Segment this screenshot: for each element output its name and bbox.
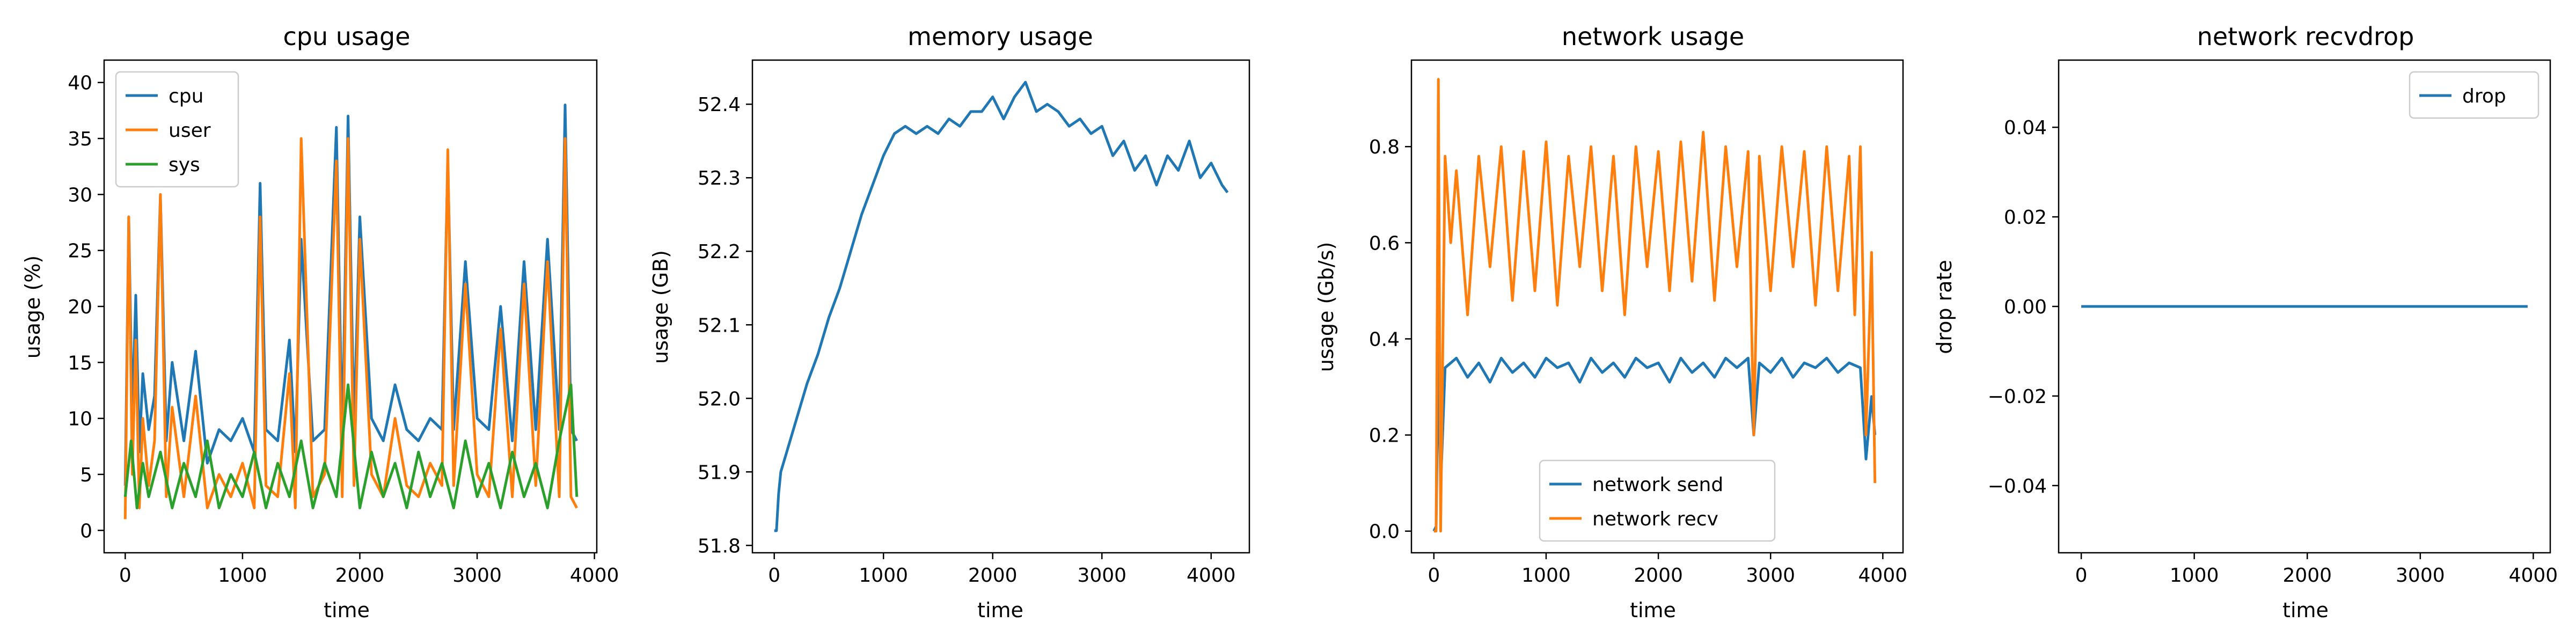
y-tick-label: 52.4 xyxy=(698,94,741,116)
x-axis-label: time xyxy=(977,598,1023,622)
y-axis-label: usage (%) xyxy=(21,255,45,359)
y-tick-label: 10 xyxy=(68,408,92,430)
y-tick-label: 0.02 xyxy=(2004,207,2047,229)
x-tick-label: 0 xyxy=(2075,565,2088,587)
legend-box xyxy=(1539,459,1776,542)
y-tick-label: 15 xyxy=(68,352,92,374)
legend: drop xyxy=(2409,71,2540,119)
x-tick-label: 3000 xyxy=(452,565,502,587)
y-tick-label: −0.04 xyxy=(1988,475,2047,497)
y-tick-label: 25 xyxy=(68,240,92,262)
chart-network-usage: network usage time usage (Gb/s) 0 1000 200… xyxy=(1314,22,1907,622)
y-tick-label: 52.0 xyxy=(698,388,741,410)
legend-label: drop xyxy=(2462,85,2506,107)
x-tick-label: 1000 xyxy=(859,565,908,587)
series-line-user xyxy=(123,137,579,519)
series-line-usage xyxy=(774,80,1229,532)
x-tick-label: 2000 xyxy=(335,565,385,587)
axes-frame xyxy=(1410,59,1904,554)
plot-area: 0 1000 2000 3000 4000 51.8 51.9 52.0 52.1 52.2 52.… xyxy=(698,59,1250,587)
x-tick-label: 4000 xyxy=(570,565,619,587)
plot-area: 0 1000 2000 3000 4000 −0.04 −0.02 0.00 0.02 0.04 d… xyxy=(1988,59,2558,587)
plot-area: 0 1000 2000 3000 4000 0.0 0.2 0.4 0.6 0.8 network … xyxy=(1369,59,1908,587)
chart-memory-usage: memory usage time usage (GB) 0 1000 2000 30… xyxy=(649,22,1250,622)
y-tick-label: 20 xyxy=(68,296,92,318)
x-tick-label: 2000 xyxy=(1634,565,1683,587)
x-tick-label: 3000 xyxy=(2396,565,2445,587)
y-axis-label: usage (Gb/s) xyxy=(1314,242,1338,372)
chart-title: network recvdrop xyxy=(2197,22,2414,51)
y-tick-label: 0.6 xyxy=(1369,232,1400,254)
x-tick-label: 4000 xyxy=(2509,565,2558,587)
legend-label: user xyxy=(169,120,211,142)
y-tick-label: 0.0 xyxy=(1369,521,1400,543)
legend-box xyxy=(2409,71,2540,119)
x-axis-label: time xyxy=(2282,598,2329,622)
legend-label: network recv xyxy=(1592,508,1718,530)
x-tick-label: 0 xyxy=(119,565,131,587)
x-tick-label: 3000 xyxy=(1746,565,1795,587)
x-tick-label: 1000 xyxy=(218,565,267,587)
x-tick-label: 4000 xyxy=(1187,565,1236,587)
y-tick-label: 0.8 xyxy=(1369,136,1400,158)
x-tick-label: 2000 xyxy=(2282,565,2332,587)
y-tick-label: 40 xyxy=(68,72,92,94)
series-line-network-send xyxy=(1432,352,1877,532)
y-tick-label: 0.4 xyxy=(1369,328,1400,350)
y-axis-label: usage (GB) xyxy=(649,250,672,364)
legend-label: cpu xyxy=(169,85,203,107)
y-tick-label: 30 xyxy=(68,184,92,206)
x-tick-label: 4000 xyxy=(1858,565,1908,587)
legend: network send network recv xyxy=(1539,459,1776,542)
x-tick-label: 0 xyxy=(1428,565,1440,587)
legend: cpu user sys xyxy=(115,71,239,188)
legend-box xyxy=(115,71,239,188)
series-line-sys xyxy=(123,383,579,509)
x-tick-label: 2000 xyxy=(968,565,1018,587)
y-tick-label: 0.00 xyxy=(2004,296,2047,318)
chart-title: network usage xyxy=(1562,22,1744,51)
y-tick-label: 5 xyxy=(80,464,92,486)
chart-cpu-usage: cpu usage time usage (%) 0 1000 2000 3000 40… xyxy=(21,22,619,622)
y-tick-label: 35 xyxy=(68,128,92,150)
y-tick-label: 51.9 xyxy=(698,462,741,484)
x-tick-label: 1000 xyxy=(2170,565,2219,587)
y-tick-label: −0.02 xyxy=(1988,386,2047,408)
chart-network-recvdrop: network recvdrop time drop rate 0 1000 200… xyxy=(1933,22,2558,622)
chart-title: memory usage xyxy=(908,22,1093,51)
plot-area: 0 1000 2000 3000 4000 0 5 10 15 20 25 30 35 40 cpu user… xyxy=(68,59,619,587)
y-tick-label: 0.2 xyxy=(1369,425,1400,447)
y-axis-label: drop rate xyxy=(1933,260,1956,354)
legend-label: network send xyxy=(1592,474,1723,496)
y-tick-label: 51.8 xyxy=(698,535,741,557)
x-tick-label: 0 xyxy=(768,565,780,587)
y-tick-label: 52.1 xyxy=(698,314,741,336)
series-line-network-recv xyxy=(1433,78,1877,533)
y-tick-label: 0 xyxy=(80,520,92,542)
x-axis-label: time xyxy=(1630,598,1676,622)
legend-label: sys xyxy=(169,154,200,176)
x-axis-label: time xyxy=(324,598,370,622)
y-tick-label: 52.2 xyxy=(698,241,741,263)
y-tick-label: 0.04 xyxy=(2004,117,2047,139)
x-tick-label: 1000 xyxy=(1521,565,1571,587)
x-tick-label: 3000 xyxy=(1077,565,1126,587)
chart-title: cpu usage xyxy=(283,22,410,51)
axes-frame xyxy=(751,59,1250,554)
y-tick-label: 52.3 xyxy=(698,167,741,189)
